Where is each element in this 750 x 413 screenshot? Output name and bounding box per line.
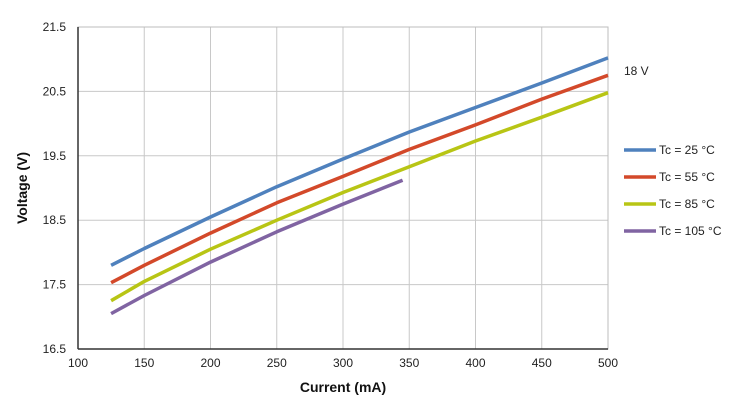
x-tick-label: 100 bbox=[68, 356, 88, 370]
x-tick-label: 250 bbox=[267, 356, 287, 370]
y-tick-label: 20.5 bbox=[43, 84, 67, 98]
x-axis-title: Current (mA) bbox=[300, 379, 386, 395]
x-tick-labels: 100 150 200 250 300 350 400 450 500 bbox=[68, 356, 618, 370]
grid bbox=[77, 26, 609, 350]
legend-label: Tc = 55 °C bbox=[659, 170, 715, 184]
x-tick-label: 350 bbox=[399, 356, 419, 370]
y-axis-title: Voltage (V) bbox=[14, 152, 30, 224]
x-tick-label: 400 bbox=[465, 356, 485, 370]
x-tick-label: 150 bbox=[134, 356, 154, 370]
voltage-annotation: 18 V bbox=[624, 64, 649, 78]
x-tick-label: 300 bbox=[333, 356, 353, 370]
series-line bbox=[110, 56, 609, 267]
y-tick-label: 16.5 bbox=[43, 342, 67, 356]
x-tick-label: 500 bbox=[598, 356, 618, 370]
legend: Tc = 25 °C Tc = 55 °C Tc = 85 °C Tc = 105 °… bbox=[624, 143, 722, 238]
y-tick-label: 18.5 bbox=[43, 213, 67, 227]
series-line bbox=[110, 73, 609, 285]
y-tick-label: 17.5 bbox=[43, 278, 67, 292]
series-line bbox=[110, 91, 609, 303]
legend-label: Tc = 105 °C bbox=[659, 224, 722, 238]
legend-label: Tc = 25 °C bbox=[659, 143, 715, 157]
y-tick-label: 21.5 bbox=[43, 20, 67, 34]
x-tick-label: 450 bbox=[532, 356, 552, 370]
series-line bbox=[110, 178, 404, 316]
series-lines bbox=[110, 56, 609, 316]
y-tick-labels: 16.5 17.5 18.5 19.5 20.5 21.5 bbox=[43, 20, 67, 356]
y-tick-label: 19.5 bbox=[43, 149, 67, 163]
legend-label: Tc = 85 °C bbox=[659, 197, 715, 211]
x-tick-label: 200 bbox=[200, 356, 220, 370]
